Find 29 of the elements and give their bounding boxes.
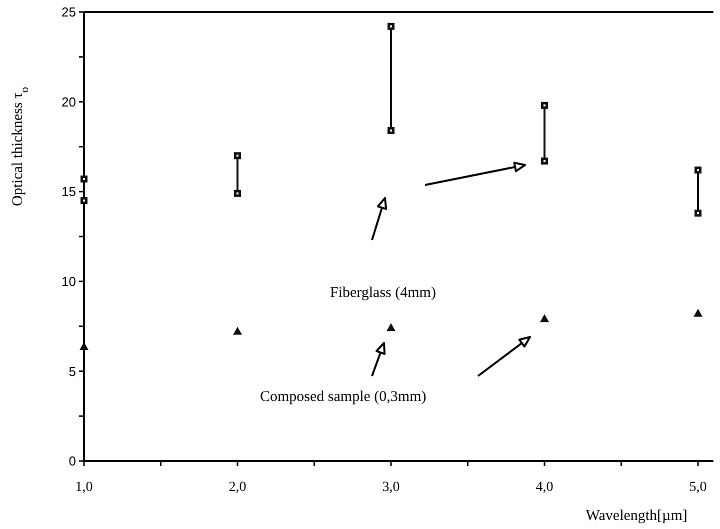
point	[694, 210, 702, 217]
y-tick-label: 15	[62, 184, 76, 200]
x-tick-label: 5,0	[689, 480, 707, 495]
x-tick-label: 3,0	[382, 480, 400, 495]
point	[234, 152, 241, 160]
y-tick-label: 20	[62, 94, 76, 110]
point	[80, 342, 88, 350]
y-tick-label: 25	[62, 4, 76, 20]
point	[694, 308, 702, 317]
point	[80, 197, 88, 204]
point	[541, 102, 548, 109]
y-tick-label: 10	[62, 274, 76, 289]
point	[233, 326, 242, 335]
point	[234, 190, 241, 197]
point	[386, 323, 396, 332]
point	[80, 176, 88, 183]
x-tick-label: 2,0	[228, 480, 246, 495]
y-tick-label: 5	[68, 364, 76, 379]
x-tick-label: 1,0	[75, 480, 93, 495]
point	[694, 166, 702, 174]
y-tick-label: 0	[68, 454, 76, 469]
x-axis-title: Wavelength[µm]	[586, 508, 688, 524]
point	[388, 22, 394, 30]
x-tick-label: 4,0	[536, 480, 554, 495]
annotation: Composed sample (0,3mm)	[260, 389, 426, 405]
point	[541, 158, 548, 165]
point	[540, 314, 549, 322]
annotation: Fiberglass (4mm)	[330, 285, 436, 301]
point	[388, 127, 394, 134]
